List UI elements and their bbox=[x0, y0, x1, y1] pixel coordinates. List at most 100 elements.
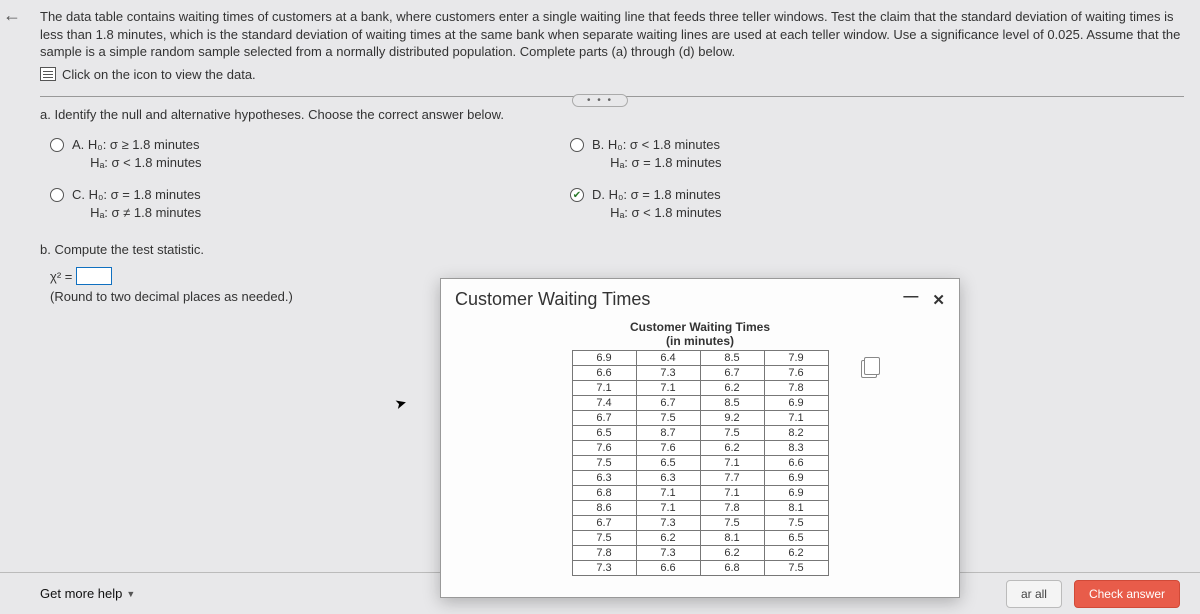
ellipsis-pill[interactable]: • • • bbox=[572, 94, 628, 107]
table-cell: 8.6 bbox=[572, 501, 636, 516]
table-row: 7.17.16.27.8 bbox=[572, 381, 828, 396]
minimize-icon[interactable]: — bbox=[903, 288, 918, 305]
chi-input[interactable] bbox=[76, 267, 112, 285]
copy-icon[interactable] bbox=[861, 360, 877, 378]
table-cell: 8.2 bbox=[764, 426, 828, 441]
part-b-title: b. Compute the test statistic. bbox=[40, 242, 1184, 257]
table-row: 7.56.28.16.5 bbox=[572, 531, 828, 546]
table-cell: 9.2 bbox=[700, 411, 764, 426]
table-cell: 6.8 bbox=[700, 561, 764, 576]
option-a[interactable]: A. H₀: σ ≥ 1.8 minutes Hₐ: σ < 1.8 minut… bbox=[50, 136, 570, 172]
table-cell: 7.5 bbox=[700, 426, 764, 441]
modal-title: Customer Waiting Times bbox=[455, 289, 650, 310]
table-cell: 6.9 bbox=[764, 396, 828, 411]
table-cell: 6.9 bbox=[764, 486, 828, 501]
table-cell: 8.1 bbox=[700, 531, 764, 546]
table-row: 7.56.57.16.6 bbox=[572, 456, 828, 471]
table-cell: 8.5 bbox=[700, 396, 764, 411]
table-row: 6.67.36.77.6 bbox=[572, 366, 828, 381]
table-cell: 7.5 bbox=[636, 411, 700, 426]
table-row: 6.36.37.76.9 bbox=[572, 471, 828, 486]
table-cell: 7.1 bbox=[764, 411, 828, 426]
option-b-label: B. H₀: σ < 1.8 minutes Hₐ: σ = 1.8 minut… bbox=[592, 136, 722, 172]
option-c[interactable]: C. H₀: σ = 1.8 minutes Hₐ: σ ≠ 1.8 minut… bbox=[50, 186, 570, 222]
radio-d[interactable] bbox=[570, 188, 584, 202]
table-cell: 6.5 bbox=[764, 531, 828, 546]
table-cell: 6.2 bbox=[700, 441, 764, 456]
table-cell: 7.1 bbox=[572, 381, 636, 396]
table-cell: 7.8 bbox=[572, 546, 636, 561]
problem-statement: The data table contains waiting times of… bbox=[40, 8, 1184, 61]
table-row: 7.46.78.56.9 bbox=[572, 396, 828, 411]
table-row: 6.58.77.58.2 bbox=[572, 426, 828, 441]
table-cell: 6.9 bbox=[572, 351, 636, 366]
table-row: 6.77.59.27.1 bbox=[572, 411, 828, 426]
close-icon[interactable]: ✕ bbox=[932, 291, 945, 309]
chevron-down-icon: ▼ bbox=[126, 589, 135, 599]
data-modal: Customer Waiting Times — ✕ Customer Wait… bbox=[440, 278, 960, 598]
table-cell: 6.4 bbox=[636, 351, 700, 366]
table-cell: 6.6 bbox=[572, 366, 636, 381]
table-cell: 7.3 bbox=[636, 516, 700, 531]
table-cell: 6.3 bbox=[636, 471, 700, 486]
table-cell: 7.8 bbox=[700, 501, 764, 516]
table-cell: 6.2 bbox=[700, 381, 764, 396]
modal-body: Customer Waiting Times (in minutes) 6.96… bbox=[441, 312, 959, 582]
table-cell: 6.7 bbox=[572, 411, 636, 426]
table-cell: 7.4 bbox=[572, 396, 636, 411]
view-data-link[interactable]: Click on the icon to view the data. bbox=[40, 67, 1184, 82]
table-cell: 7.9 bbox=[764, 351, 828, 366]
table-cell: 6.7 bbox=[636, 396, 700, 411]
table-cell: 6.2 bbox=[764, 546, 828, 561]
table-row: 6.96.48.57.9 bbox=[572, 351, 828, 366]
options-grid: A. H₀: σ ≥ 1.8 minutes Hₐ: σ < 1.8 minut… bbox=[50, 136, 1184, 223]
table-cell: 7.8 bbox=[764, 381, 828, 396]
option-c-label: C. H₀: σ = 1.8 minutes Hₐ: σ ≠ 1.8 minut… bbox=[72, 186, 201, 222]
modal-header: Customer Waiting Times — ✕ bbox=[441, 279, 959, 312]
radio-c[interactable] bbox=[50, 188, 64, 202]
table-cell: 6.5 bbox=[572, 426, 636, 441]
option-d-label: D. H₀: σ = 1.8 minutes Hₐ: σ < 1.8 minut… bbox=[592, 186, 722, 222]
table-cell: 6.7 bbox=[572, 516, 636, 531]
back-arrow-icon[interactable]: ← bbox=[3, 5, 21, 26]
table-cell: 6.8 bbox=[572, 486, 636, 501]
data-table-subtitle: (in minutes) bbox=[545, 334, 855, 348]
table-cell: 7.5 bbox=[764, 516, 828, 531]
table-cell: 7.5 bbox=[572, 456, 636, 471]
table-row: 6.77.37.57.5 bbox=[572, 516, 828, 531]
main-content: The data table contains waiting times of… bbox=[0, 0, 1200, 312]
cursor-icon: ➤ bbox=[393, 394, 409, 413]
table-icon bbox=[40, 67, 56, 81]
get-more-help-button[interactable]: Get more help▼ bbox=[40, 586, 135, 601]
table-cell: 7.3 bbox=[572, 561, 636, 576]
table-cell: 7.1 bbox=[636, 381, 700, 396]
table-cell: 6.6 bbox=[636, 561, 700, 576]
table-cell: 6.2 bbox=[700, 546, 764, 561]
table-cell: 8.7 bbox=[636, 426, 700, 441]
table-cell: 7.1 bbox=[636, 486, 700, 501]
table-cell: 7.3 bbox=[636, 366, 700, 381]
chi-label: χ² = bbox=[50, 269, 72, 284]
table-cell: 7.1 bbox=[700, 456, 764, 471]
option-d[interactable]: D. H₀: σ = 1.8 minutes Hₐ: σ < 1.8 minut… bbox=[570, 186, 1184, 222]
table-cell: 7.6 bbox=[572, 441, 636, 456]
option-b[interactable]: B. H₀: σ < 1.8 minutes Hₐ: σ = 1.8 minut… bbox=[570, 136, 1184, 172]
table-row: 7.36.66.87.5 bbox=[572, 561, 828, 576]
table-cell: 6.9 bbox=[764, 471, 828, 486]
radio-b[interactable] bbox=[570, 138, 584, 152]
table-cell: 6.6 bbox=[764, 456, 828, 471]
check-answer-button[interactable]: Check answer bbox=[1074, 580, 1180, 608]
table-cell: 8.3 bbox=[764, 441, 828, 456]
table-cell: 7.5 bbox=[572, 531, 636, 546]
table-cell: 7.3 bbox=[636, 546, 700, 561]
table-row: 8.67.17.88.1 bbox=[572, 501, 828, 516]
view-data-label: Click on the icon to view the data. bbox=[62, 67, 256, 82]
table-cell: 6.5 bbox=[636, 456, 700, 471]
table-cell: 6.7 bbox=[700, 366, 764, 381]
table-cell: 7.5 bbox=[700, 516, 764, 531]
table-cell: 7.7 bbox=[700, 471, 764, 486]
clear-all-button[interactable]: ar all bbox=[1006, 580, 1062, 608]
table-row: 7.87.36.26.2 bbox=[572, 546, 828, 561]
part-a-title: a. Identify the null and alternative hyp… bbox=[40, 107, 1184, 122]
radio-a[interactable] bbox=[50, 138, 64, 152]
